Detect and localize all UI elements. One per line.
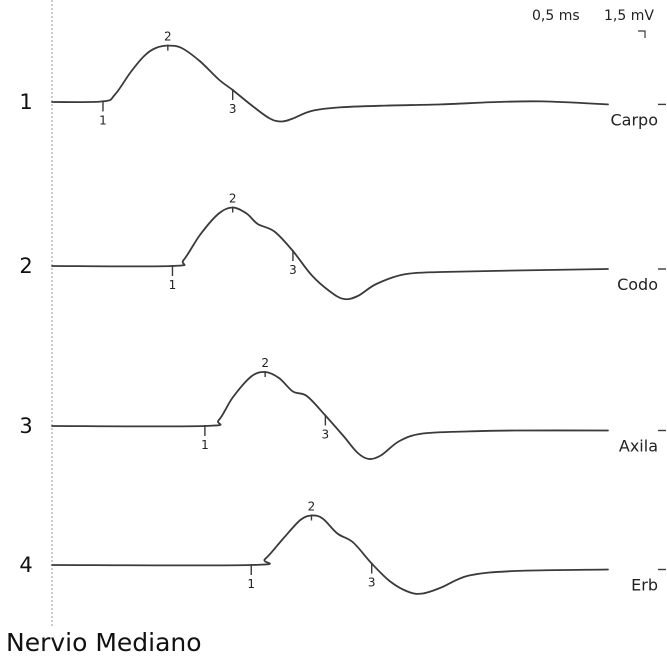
trace-line-carpo [51,44,609,123]
marker-label-3: 3 [322,428,330,442]
row-number: 2 [19,254,32,278]
marker-label-3: 3 [368,576,376,590]
site-label-codo: Codo [617,275,658,294]
site-label-axila: Axila [619,437,658,456]
site-label-carpo: Carpo [611,110,659,129]
marker-label-2: 2 [261,356,269,370]
row-number: 3 [19,414,32,438]
marker-label-1: 1 [247,577,255,591]
marker-label-3: 3 [229,102,237,116]
trace-group-carpo: 1 2 3 1 Carpo [19,30,666,129]
marker-label-1: 1 [169,278,177,292]
scale-corner-icon [638,30,646,38]
trace-group-codo: 1 2 3 2 Codo [19,192,666,301]
scale-amplitude-label: 1,5 mV [604,8,654,24]
marker-label-2: 2 [229,192,237,206]
marker-label-1: 1 [201,438,209,452]
trace-line-erb [51,514,609,595]
site-label-erb: Erb [631,576,658,595]
trace-group-erb: 1 2 3 4 Erb [19,500,666,595]
trace-group-axila: 1 2 3 3 Axila [19,356,666,460]
marker-label-2: 2 [164,30,172,44]
scale-time-label: 0,5 ms [532,8,580,24]
row-number: 4 [19,553,32,577]
trace-line-axila [51,371,609,460]
scale-bar: 0,5 ms 1,5 mV [532,8,654,38]
row-number: 1 [19,90,32,114]
marker-label-3: 3 [289,263,297,277]
chart-title: Nervio Mediano [6,628,202,657]
marker-label-2: 2 [308,500,316,514]
trace-line-codo [51,206,609,301]
marker-label-1: 1 [99,113,107,127]
